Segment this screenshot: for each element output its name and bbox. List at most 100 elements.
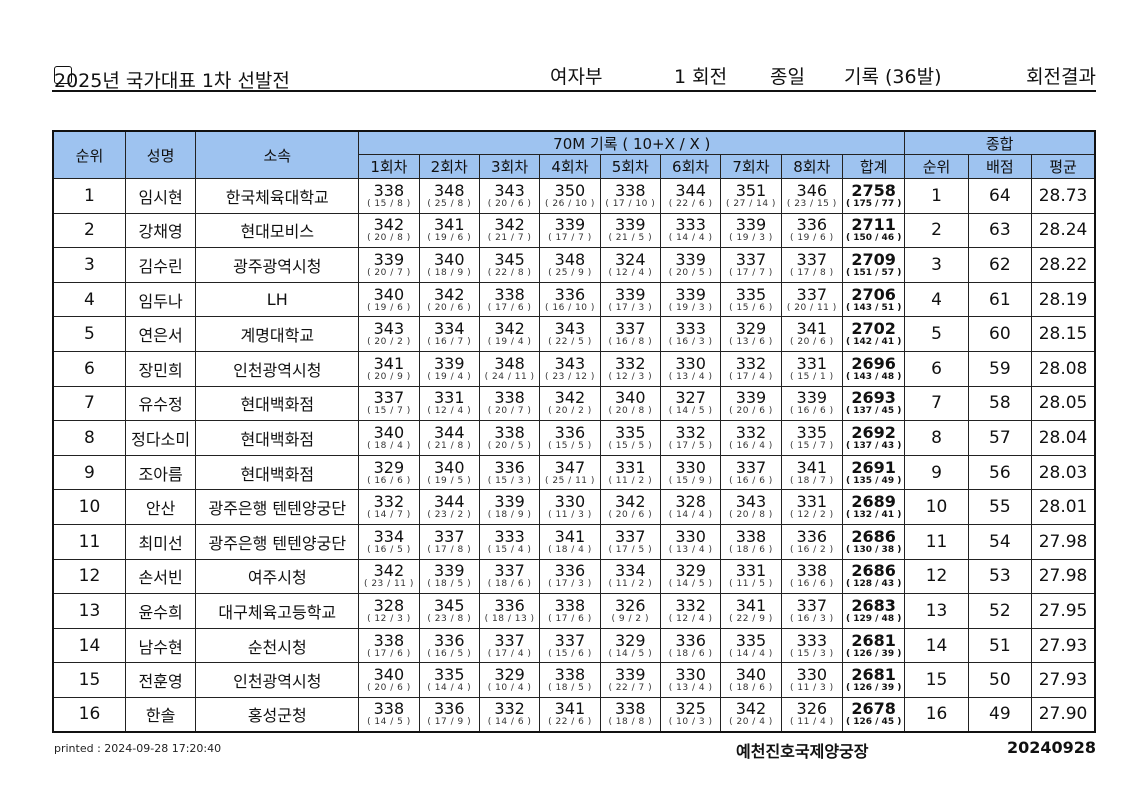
- average-cell: 28.03: [1031, 454, 1096, 491]
- round-score: 335: [796, 422, 828, 442]
- round-score-cell: 343( 20 / 2 ): [358, 316, 420, 352]
- round-score-cell: 341( 22 / 9 ): [720, 593, 782, 629]
- round-score-cell: 337( 18 / 6 ): [478, 558, 541, 595]
- name-cell: 장민희: [124, 350, 197, 387]
- total-detail: ( 143 / 48 ): [845, 371, 902, 382]
- round-score: 335: [433, 665, 465, 685]
- name-cell: 임시현: [124, 178, 197, 214]
- rank-cell: 4: [52, 281, 126, 318]
- round-detail: ( 20 / 4 ): [729, 717, 773, 728]
- round-score: 329: [675, 561, 706, 581]
- round-score: 343: [373, 319, 405, 339]
- round-score-cell: 337( 15 / 7 ): [358, 385, 420, 422]
- round-score-cell: 338( 17 / 6 ): [539, 593, 601, 629]
- rank-cell: 8: [52, 420, 126, 456]
- round-detail: ( 16 / 3 ): [789, 613, 834, 624]
- round-score-cell: 343( 22 / 5 ): [539, 316, 601, 352]
- round-detail: ( 18 / 4 ): [548, 544, 592, 555]
- round-score: 337: [615, 526, 646, 546]
- results-table: 순위 성명 소속 70M 기록 ( 10+X / X ) 종합 1회차 2회차 …: [52, 130, 1096, 733]
- col-header-round-1: 1회차: [358, 154, 420, 179]
- round-score-cell: 330( 15 / 9 ): [659, 454, 722, 491]
- points-cell: 54: [967, 523, 1033, 560]
- round-score: 336: [554, 422, 586, 442]
- division-label: 여자부: [550, 66, 603, 88]
- round-detail: ( 16 / 6 ): [789, 579, 834, 590]
- col-header-team: 소속: [195, 130, 360, 179]
- round-score-cell: 338( 14 / 5 ): [358, 696, 420, 733]
- round-score: 338: [373, 630, 405, 650]
- round-score: 336: [675, 630, 706, 650]
- round-score-cell: 339( 19 / 3 ): [659, 281, 722, 318]
- round-score: 329: [735, 319, 767, 339]
- summary-rank-cell: 13: [904, 593, 969, 629]
- round-score-cell: 336( 15 / 5 ): [539, 420, 601, 456]
- round-score: 329: [373, 457, 405, 477]
- round-score: 338: [615, 699, 646, 719]
- col-header-round-7: 7회차: [720, 154, 782, 179]
- round-score: 337: [554, 630, 586, 650]
- round-score-cell: 339( 17 / 3 ): [599, 281, 661, 318]
- round-score: 336: [554, 561, 586, 581]
- round-detail: ( 14 / 5 ): [668, 406, 713, 417]
- round-score: 333: [675, 215, 706, 235]
- round-detail: ( 11 / 4 ): [789, 717, 834, 728]
- total-score: 2686: [851, 526, 896, 546]
- round-score: 338: [373, 180, 405, 200]
- round-detail: ( 14 / 5 ): [668, 579, 713, 590]
- round-detail: ( 12 / 4 ): [427, 406, 472, 417]
- round-score: 340: [373, 665, 405, 685]
- rank-cell: 14: [52, 627, 126, 664]
- round-score: 332: [675, 595, 706, 615]
- round-score: 339: [615, 284, 646, 304]
- round-score-cell: 338( 18 / 8 ): [599, 696, 661, 733]
- checkbox-icon[interactable]: [54, 66, 72, 84]
- team-cell: 여주시청: [195, 558, 360, 595]
- round-score-cell: 333( 15 / 3 ): [780, 627, 843, 664]
- round-detail: ( 16 / 8 ): [608, 337, 653, 348]
- table-row: 3 김수린 광주광역시청 339( 20 / 7 ) 340( 18 / 9 ) 345(…: [52, 247, 1096, 283]
- round-score-cell: 341( 20 / 6 ): [780, 316, 843, 352]
- round-detail: ( 17 / 8 ): [427, 544, 472, 555]
- round-detail: ( 15 / 6 ): [729, 302, 773, 313]
- round-score: 335: [735, 630, 767, 650]
- report-date: 20240928: [1006, 738, 1096, 757]
- round-score-cell: 340( 20 / 8 ): [599, 385, 661, 422]
- total-detail: ( 142 / 41 ): [845, 337, 902, 348]
- round-score-cell: 335( 14 / 4 ): [720, 627, 782, 664]
- round-score-cell: 330( 13 / 4 ): [659, 350, 722, 387]
- points-cell: 51: [967, 627, 1033, 664]
- round-score: 327: [675, 388, 706, 408]
- round-score-cell: 343( 20 / 6 ): [478, 178, 541, 214]
- points-cell: 57: [967, 420, 1033, 456]
- col-header-sum-rank: 순위: [904, 154, 969, 179]
- round-score: 339: [373, 249, 405, 269]
- round-score-cell: 338( 17 / 6 ): [358, 627, 420, 664]
- rank-cell: 9: [52, 454, 126, 491]
- round-score: 330: [675, 457, 706, 477]
- name-cell: 유수정: [124, 385, 197, 422]
- round-detail: ( 15 / 5 ): [608, 440, 653, 451]
- round-label: 1 회전: [674, 66, 728, 88]
- points-cell: 52: [967, 593, 1033, 629]
- table-row: 9 조아름 현대백화점 329( 16 / 6 ) 340( 19 / 5 ) 336( …: [52, 454, 1096, 491]
- round-score: 337: [735, 457, 767, 477]
- round-score: 330: [675, 353, 706, 373]
- table-row: 16 한솔 홍성군청 338( 14 / 5 ) 336( 17 / 9 ) 332( 1…: [52, 696, 1096, 733]
- round-detail: ( 23 / 8 ): [427, 613, 472, 624]
- round-detail: ( 18 / 6 ): [729, 544, 773, 555]
- total-detail: ( 126 / 39 ): [845, 648, 902, 659]
- total-score: 2681: [851, 665, 896, 685]
- round-score-cell: 336( 16 / 5 ): [418, 627, 480, 664]
- average-cell: 28.22: [1031, 247, 1096, 283]
- round-score-cell: 329( 16 / 6 ): [358, 454, 420, 491]
- summary-rank-cell: 8: [904, 420, 969, 456]
- round-score-cell: 332( 14 / 6 ): [478, 696, 541, 733]
- round-score: 331: [433, 388, 465, 408]
- round-detail: ( 20 / 7 ): [487, 406, 532, 417]
- round-detail: ( 20 / 7 ): [367, 267, 411, 278]
- summary-rank-cell: 11: [904, 523, 969, 560]
- round-score-cell: 348( 24 / 11 ): [478, 350, 541, 387]
- team-cell: 인천광역시청: [195, 350, 360, 387]
- round-score: 337: [615, 319, 646, 339]
